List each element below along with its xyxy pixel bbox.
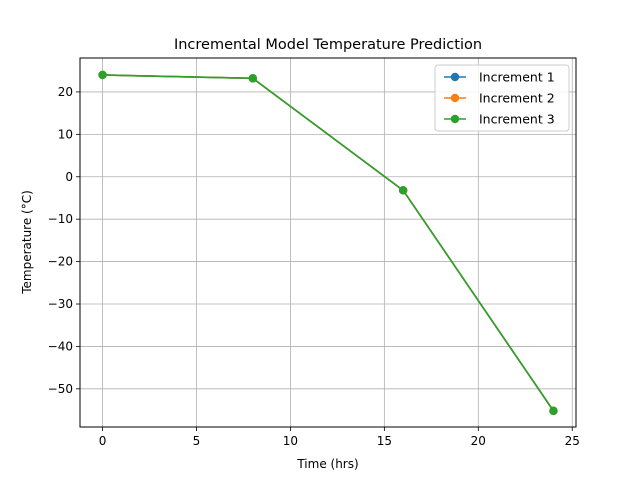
- x-axis-ticks: 0 5 10 15 20 25: [99, 427, 580, 448]
- y-tick-label: −30: [48, 297, 73, 311]
- x-axis-label: Time (hrs): [296, 457, 358, 471]
- y-tick-label: 20: [58, 85, 73, 99]
- y-tick-label: −20: [48, 255, 73, 269]
- data-point: [398, 186, 408, 195]
- legend-marker: [450, 72, 460, 82]
- y-axis-ticks: 20 10 0 −10 −20 −30 −40 −50: [48, 85, 80, 396]
- plot-frame: [79, 57, 577, 428]
- x-tick-label: 10: [283, 434, 298, 448]
- y-tick-label: 0: [65, 170, 73, 184]
- y-tick-label: −40: [48, 339, 73, 353]
- series-3: [98, 70, 558, 416]
- legend-label: Increment 3: [479, 112, 555, 127]
- y-tick-label: 10: [58, 127, 73, 141]
- legend: Increment 1 Increment 2 Increment 3: [434, 64, 570, 132]
- x-tick-label: 25: [565, 434, 580, 448]
- data-point: [549, 406, 558, 416]
- series-line: [102, 74, 555, 412]
- legend-label: Increment 1: [479, 70, 555, 85]
- legend-item: Increment 3: [444, 112, 555, 127]
- data-point: [248, 74, 258, 83]
- legend-item: Increment 2: [444, 91, 555, 106]
- x-tick-label: 15: [377, 434, 392, 448]
- legend-item: Increment 1: [444, 70, 555, 85]
- legend-marker: [450, 93, 460, 103]
- y-axis-label: Temperature (°C): [20, 190, 34, 295]
- y-tick-label: −10: [48, 212, 73, 226]
- series-layer: [98, 70, 558, 416]
- legend-label: Increment 2: [479, 91, 555, 106]
- y-tick-label: −50: [48, 382, 73, 396]
- legend-box: [434, 64, 570, 132]
- x-tick-label: 5: [193, 434, 201, 448]
- x-tick-label: 0: [99, 434, 107, 448]
- legend-marker: [450, 114, 460, 124]
- x-tick-label: 20: [471, 434, 486, 448]
- chart-title: Incremental Model Temperature Prediction: [174, 37, 482, 53]
- grid: [80, 58, 576, 427]
- data-point: [98, 70, 107, 80]
